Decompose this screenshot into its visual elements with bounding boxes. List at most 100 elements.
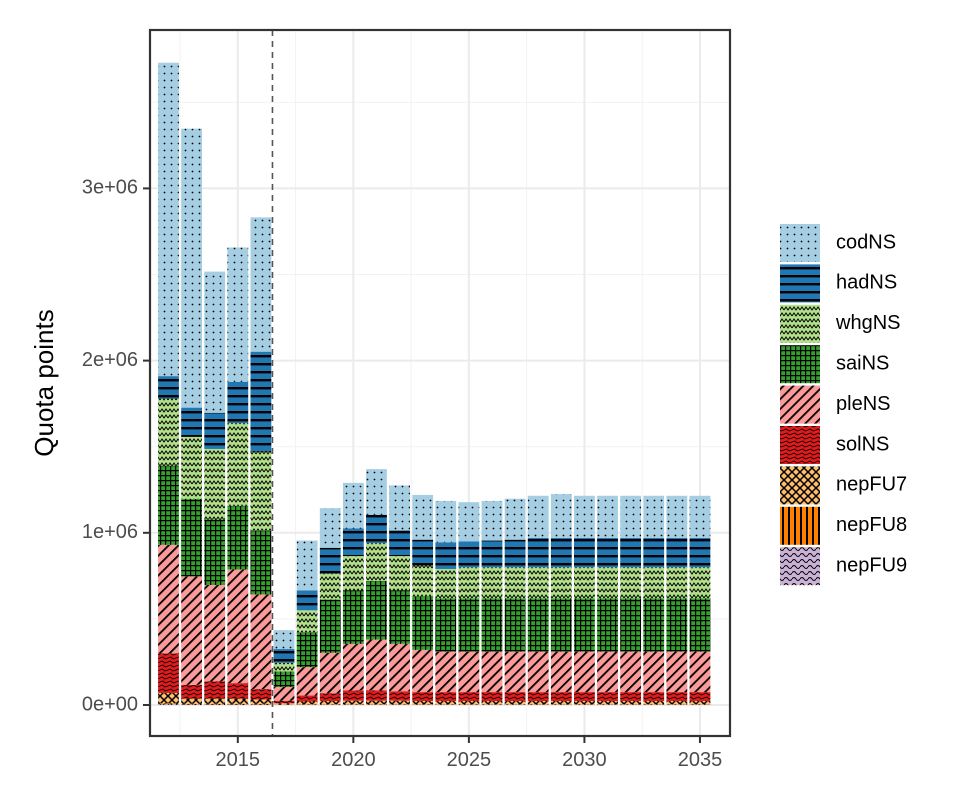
bar-nepFU7-2017: [273, 703, 295, 705]
bar-pleNS-2030: [574, 651, 595, 693]
bar-nepFU8-2013: [181, 703, 202, 705]
bar-saiNS-2020: [342, 590, 364, 644]
bar-solNS-2021: [366, 690, 387, 701]
bar-whgNS-2035: [689, 567, 711, 599]
x-tick-label: 2020: [331, 749, 376, 771]
bar-nepFU8-2035: [689, 704, 711, 705]
bar-solNS-2019: [319, 693, 341, 702]
x-tick-label: 2015: [216, 749, 261, 771]
bar-codNS-2031: [597, 495, 618, 538]
bar-solNS-2026: [481, 692, 503, 702]
bar-saiNS-2035: [689, 598, 711, 652]
bar-codNS-2016: [250, 217, 272, 352]
bar-hadNS-2024: [435, 542, 457, 569]
bar-pleNS-2028: [527, 651, 549, 693]
bar-nepFU7-2014: [204, 698, 226, 704]
bar-hadNS-2014: [204, 412, 226, 449]
bar-whgNS-2020: [342, 556, 364, 591]
bar-whgNS-2032: [620, 567, 642, 599]
bar-saiNS-2016: [250, 530, 272, 595]
legend-label-hadNS: hadNS: [836, 272, 897, 294]
bar-hadNS-2022: [389, 530, 410, 557]
legend-label-nepFU7: nepFU7: [836, 474, 907, 496]
bar-solNS-2014: [204, 681, 226, 699]
bar-nepFU9-2012: [158, 704, 179, 706]
bar-nepFU7-2012: [158, 692, 179, 704]
bar-solNS-2033: [643, 692, 665, 702]
panel-border: [148, 28, 732, 738]
bar-nepFU8-2025: [458, 704, 480, 705]
bar-solNS-2017: [273, 700, 295, 704]
bar-codNS-2020: [342, 482, 364, 529]
bar-saiNS-2012: [158, 465, 179, 545]
bar-nepFU8-2031: [597, 704, 618, 705]
bar-pleNS-2035: [689, 651, 711, 693]
bar-nepFU8-2024: [435, 704, 457, 705]
legend-key-hadNS: [780, 264, 820, 303]
bar-codNS-2012: [158, 62, 179, 377]
bar-codNS-2025: [458, 502, 480, 542]
bar-codNS-2033: [643, 495, 665, 538]
bar-solNS-2018: [296, 695, 318, 702]
bar-codNS-2034: [666, 495, 688, 538]
bar-solNS-2016: [250, 689, 272, 700]
bar-saiNS-2014: [204, 519, 226, 585]
bar-nepFU7-2028: [527, 701, 549, 705]
bar-hadNS-2023: [412, 539, 434, 566]
bar-pleNS-2014: [204, 584, 226, 682]
axes: 0e+00 1e+06 2e+06 3e+06 2015 2020 2025 2030 2035: [82, 177, 722, 771]
bar-saiNS-2026: [481, 598, 503, 652]
bar-nepFU7-2021: [366, 700, 387, 705]
bar-nepFU8-2026: [481, 704, 503, 705]
bar-pleNS-2019: [319, 652, 341, 694]
bar-nepFU7-2026: [481, 701, 503, 705]
bar-codNS-2015: [227, 247, 249, 382]
bar-hadNS-2033: [643, 537, 665, 568]
bar-nepFU7-2020: [342, 700, 364, 705]
bar-nepFU9-2015: [227, 704, 249, 706]
bar-codNS-2022: [389, 485, 410, 531]
bar-saiNS-2028: [527, 598, 549, 652]
bar-solNS-2028: [527, 692, 549, 702]
bar-saiNS-2017: [273, 671, 295, 687]
bar-pleNS-2022: [389, 643, 410, 692]
bar-nepFU8-2032: [620, 704, 642, 705]
bar-nepFU7-2013: [181, 698, 202, 704]
bar-codNS-2019: [319, 508, 341, 548]
bar-solNS-2012: [158, 653, 179, 693]
bar-saiNS-2024: [435, 598, 457, 652]
bar-whgNS-2028: [527, 567, 549, 599]
bar-pleNS-2016: [250, 594, 272, 690]
bar-whgNS-2017: [273, 662, 295, 672]
bar-whgNS-2026: [481, 567, 503, 599]
bar-hadNS-2016: [250, 351, 272, 452]
bar-hadNS-2035: [689, 537, 711, 568]
bar-nepFU8-2030: [574, 704, 595, 705]
bar-hadNS-2032: [620, 537, 642, 568]
bar-solNS-2024: [435, 692, 457, 702]
bar-hadNS-2031: [597, 537, 618, 568]
bar-hadNS-2020: [342, 528, 364, 557]
bar-whgNS-2019: [319, 573, 341, 600]
x-tick-label: 2035: [678, 749, 723, 771]
bar-whgNS-2014: [204, 448, 226, 520]
bar-pleNS-2015: [227, 569, 249, 684]
bar-hadNS-2018: [296, 590, 318, 611]
legend-label-codNS: codNS: [836, 231, 896, 253]
bar-saiNS-2022: [389, 590, 410, 644]
y-tick-label: 0e+00: [82, 693, 138, 715]
bar-nepFU8-2019: [319, 704, 341, 705]
bar-nepFU7-2027: [504, 701, 526, 705]
bar-pleNS-2025: [458, 651, 480, 693]
x-tick-label: 2025: [447, 749, 492, 771]
bar-codNS-2030: [574, 495, 595, 538]
bar-nepFU7-2033: [643, 701, 665, 705]
bar-hadNS-2025: [458, 541, 480, 568]
bar-nepFU7-2035: [689, 701, 711, 705]
bar-nepFU7-2024: [435, 701, 457, 705]
bar-pleNS-2029: [550, 651, 572, 693]
bar-solNS-2015: [227, 683, 249, 699]
bar-codNS-2029: [550, 494, 572, 538]
bar-pleNS-2024: [435, 651, 457, 693]
